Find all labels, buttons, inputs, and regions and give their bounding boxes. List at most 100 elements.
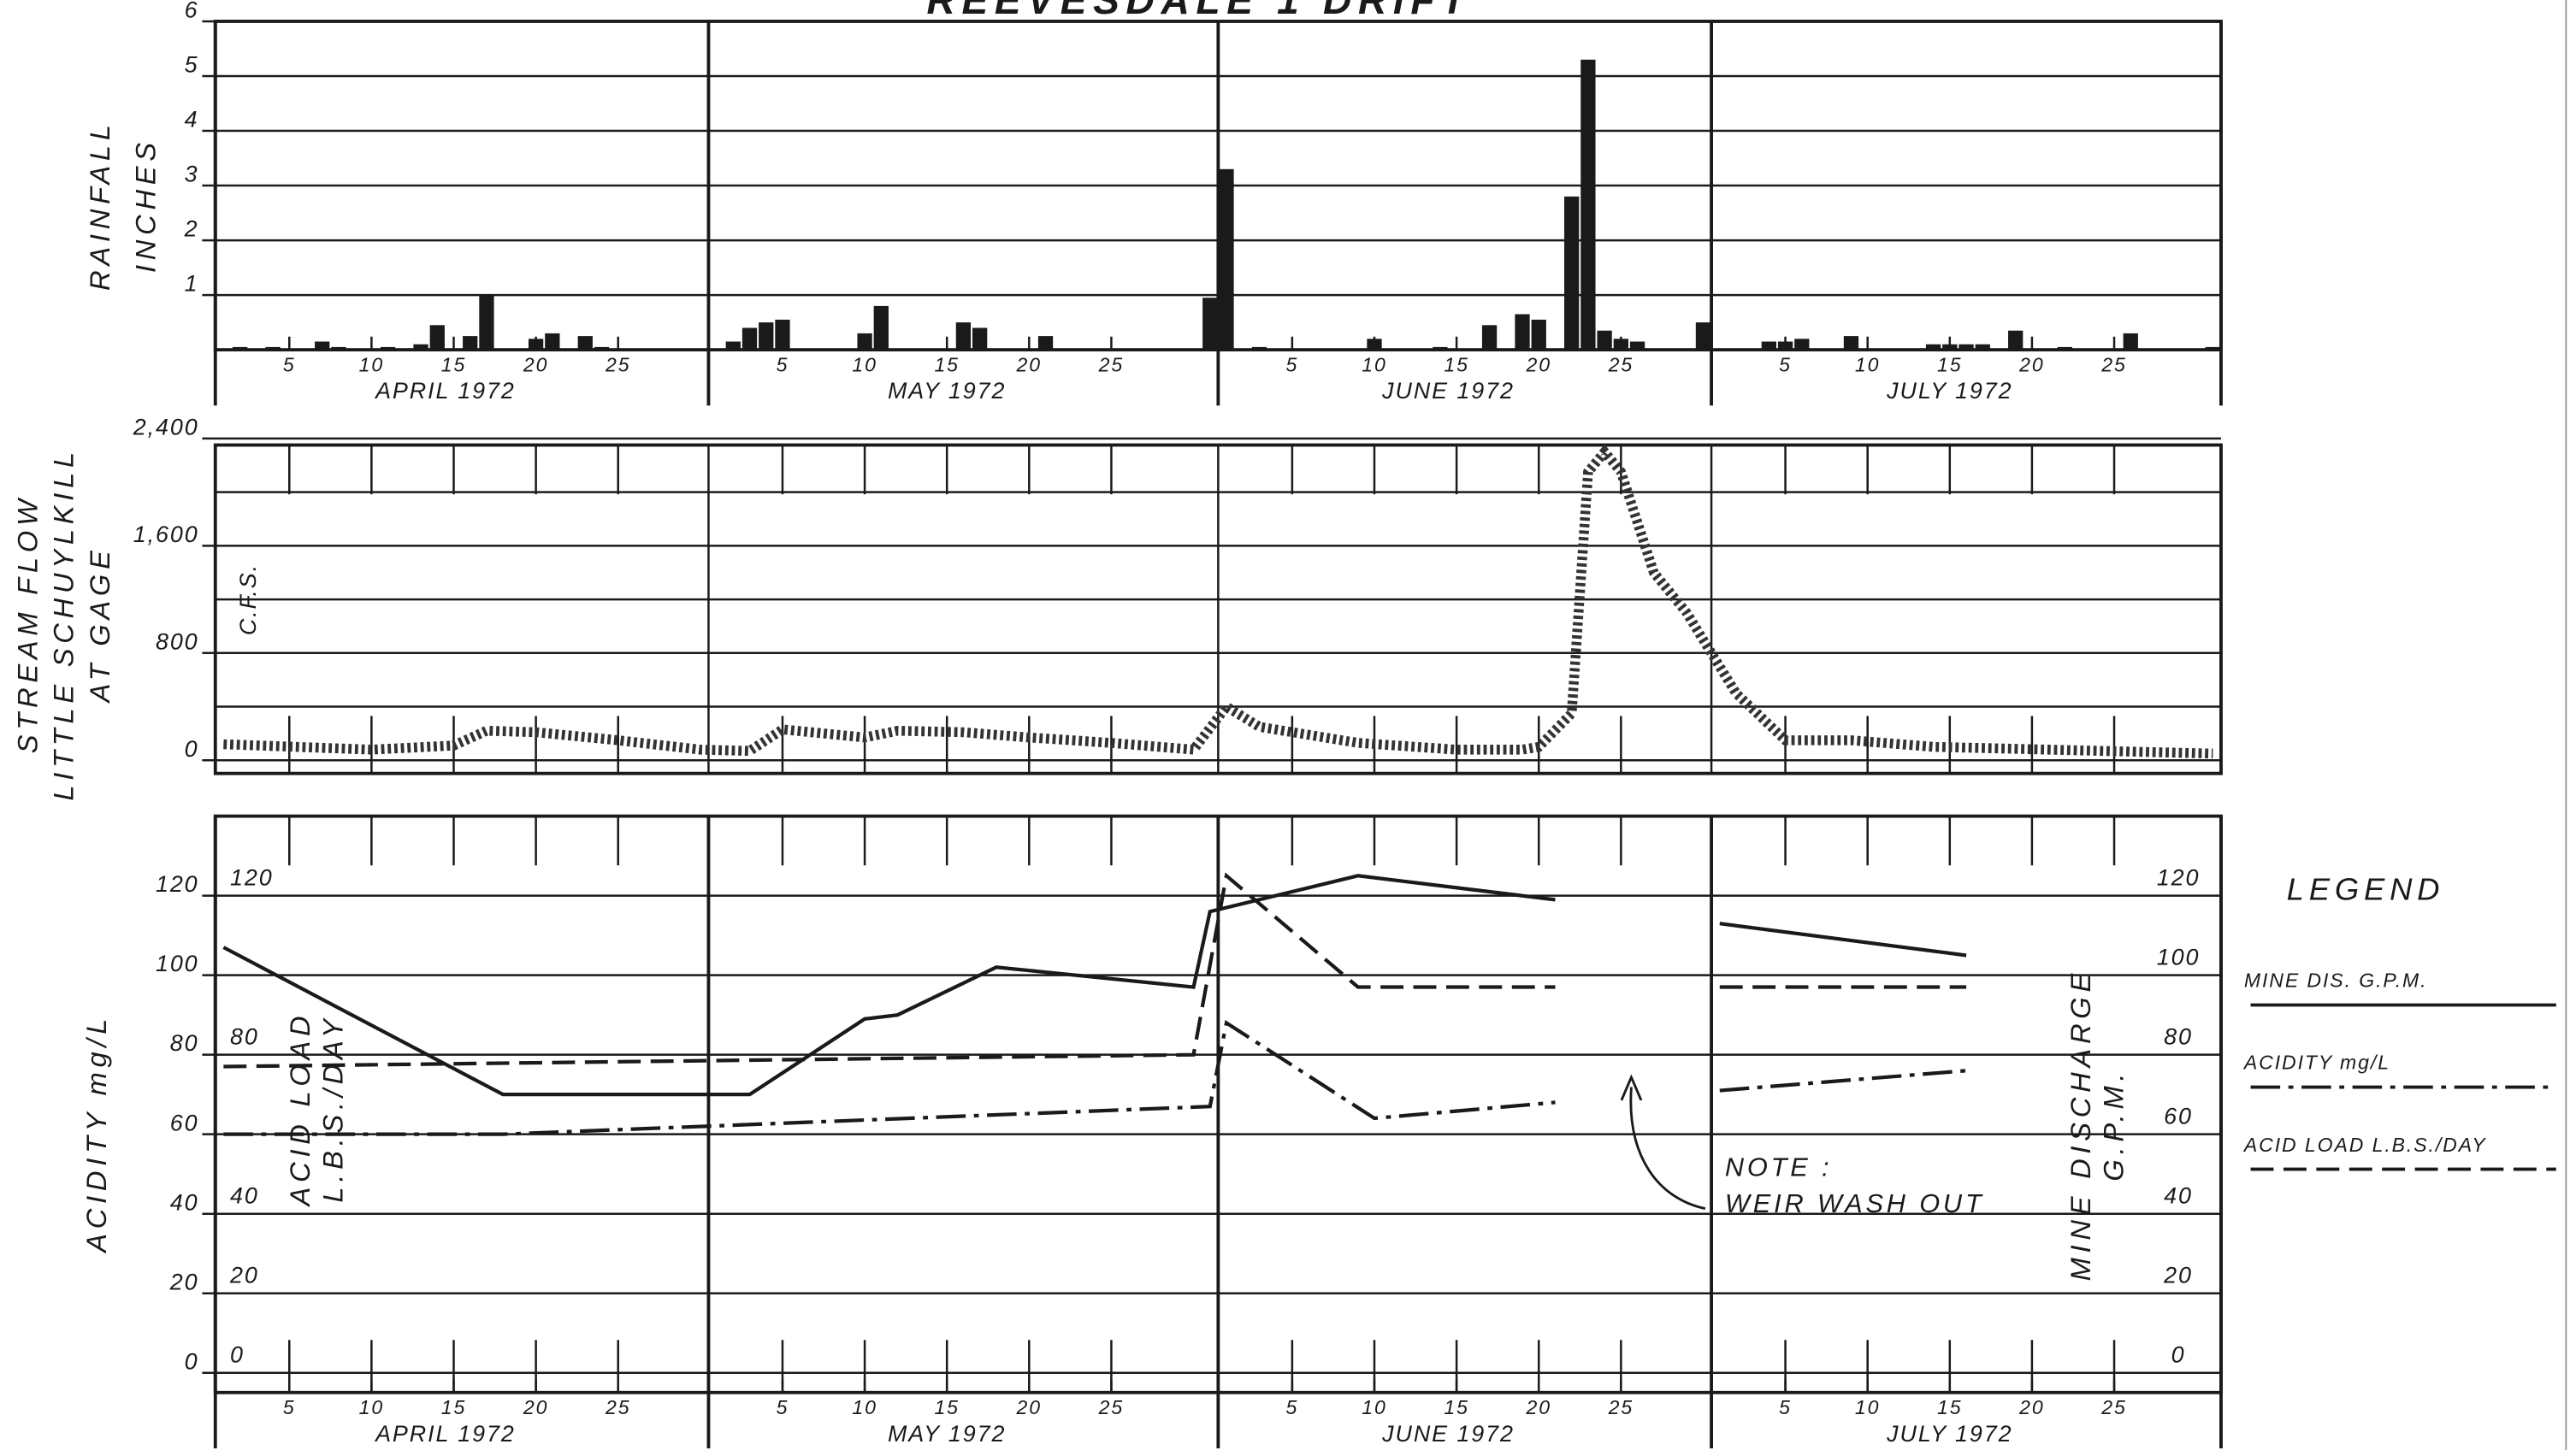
y-tick-label: 5 [185,52,199,78]
note-arrowhead [1620,1074,1643,1101]
x-tick-label: 10 [1855,1396,1880,1418]
y-tick-label: 20 [169,1269,199,1294]
y2-tick-label: 40 [2164,1183,2193,1209]
month-label: JULY 1972 [1886,378,2012,404]
rain-bar [331,346,346,351]
y-tick-label: 0 [185,1348,199,1374]
x-tick-label: 25 [605,1396,630,1418]
x-tick-label: 20 [523,353,548,375]
rain-bar [1794,339,1810,351]
rain-bar [380,346,396,351]
rain-bar [759,322,774,351]
x-tick-label: 15 [441,1396,466,1418]
x-tick-label: 20 [1016,1396,1042,1418]
y3-tick-label: 80 [230,1024,259,1050]
rain-bar [1219,168,1234,351]
month-label: JUNE 1972 [1381,1421,1515,1447]
x-tick-label: 25 [605,353,630,375]
rain-bar [1037,336,1054,351]
rain-bar [1433,346,1448,351]
rain-bar [955,322,972,351]
rain-bar [1777,341,1793,351]
rain-bar [1515,314,1530,351]
rain-bar [1613,339,1628,351]
x-tick-label: 5 [283,353,296,375]
x-tick-label: 25 [2100,353,2126,375]
rain-bar [1202,298,1218,351]
rain-bar [1597,330,1612,351]
x-tick-label: 15 [1937,1396,1962,1418]
rain-bar [1925,344,1941,351]
x-tick-label: 5 [1779,1396,1792,1418]
x-tick-label: 20 [1016,353,1042,375]
rain-bar [873,305,889,351]
y-tick-label: 120 [156,871,199,897]
y-tick-label: 1 [185,271,199,297]
x-tick-label: 10 [852,353,877,375]
x-tick-label: 15 [1937,353,1962,375]
x-tick-label: 15 [934,1396,959,1418]
x-tick-label: 25 [1098,353,1124,375]
rain-bar [594,346,610,351]
axis-label: MINE DISCHARGE [2065,969,2096,1281]
x-tick-label: 10 [852,1396,877,1418]
rain-bar [775,319,790,351]
note-arrow [1629,1087,1706,1211]
x-tick-label: 20 [1525,353,1551,375]
legend-label: ACID LOAD L.B.S./DAY [2242,1134,2487,1156]
axis-label: ACIDITY mg/L [80,1014,112,1254]
annotation: NOTE : [1725,1152,1832,1182]
axis-label: ACID LOAD [284,1011,316,1208]
y-tick-label: 6 [185,0,199,23]
rain-bar [1531,319,1546,351]
y3-tick-label: 0 [230,1342,245,1368]
x-tick-label: 5 [1286,353,1299,375]
y2-tick-label: 80 [2164,1024,2193,1050]
rain-bar [1629,341,1645,351]
axis-label: LITTLE SCHUYLKILL [48,447,80,801]
y2-tick-label: 100 [2157,945,2201,970]
rain-bar [1251,346,1267,351]
month-label: APRIL 1972 [374,1421,516,1447]
x-tick-label: 20 [523,1396,548,1418]
rain-bar [857,333,872,351]
x-tick-label: 20 [1525,1396,1551,1418]
series-line [222,874,1967,1097]
y-tick-label: 0 [185,736,199,762]
x-tick-label: 15 [1444,353,1468,375]
x-tick-label: 5 [1779,353,1792,375]
y-tick-label: 4 [185,107,199,133]
rain-bar [1367,339,1382,351]
month-label: MAY 1972 [888,1421,1006,1447]
x-tick-label: 5 [777,353,789,375]
rain-bar [479,295,494,351]
rain-bar [1975,344,1990,351]
rain-bar [1959,344,1974,351]
x-tick-label: 5 [777,1396,789,1418]
rain-bar [1942,344,1958,351]
y-tick-label: 100 [156,951,199,976]
rain-bar [232,346,248,351]
y2-tick-label: 60 [2164,1104,2193,1129]
series-line [223,1019,1967,1136]
y-tick-label: 2 [184,216,199,242]
y3-tick-label: 20 [229,1263,259,1288]
x-tick-label: 10 [1362,1396,1386,1418]
x-tick-label: 15 [441,353,466,375]
y-tick-label: 800 [156,628,199,654]
axis-label: L.B.S./DAY [317,1014,349,1202]
legend-label: MINE DIS. G.P.M. [2244,970,2428,992]
rain-bar [2205,346,2221,351]
x-tick-label: 10 [1362,353,1386,375]
rain-bar [1564,196,1580,351]
rain-bar [413,344,428,351]
axis-label: G.P.M. [2098,1069,2130,1182]
y-tick-label: 2,400 [133,414,199,439]
rain-bar [429,325,445,351]
legend-label: ACIDITY mg/L [2242,1052,2390,1074]
rain-bar [1761,341,1776,351]
chart-title: REEVESDALE 1 DRIFT [927,0,1473,22]
x-tick-label: 20 [2018,353,2044,375]
month-label: JUNE 1972 [1381,378,1515,404]
